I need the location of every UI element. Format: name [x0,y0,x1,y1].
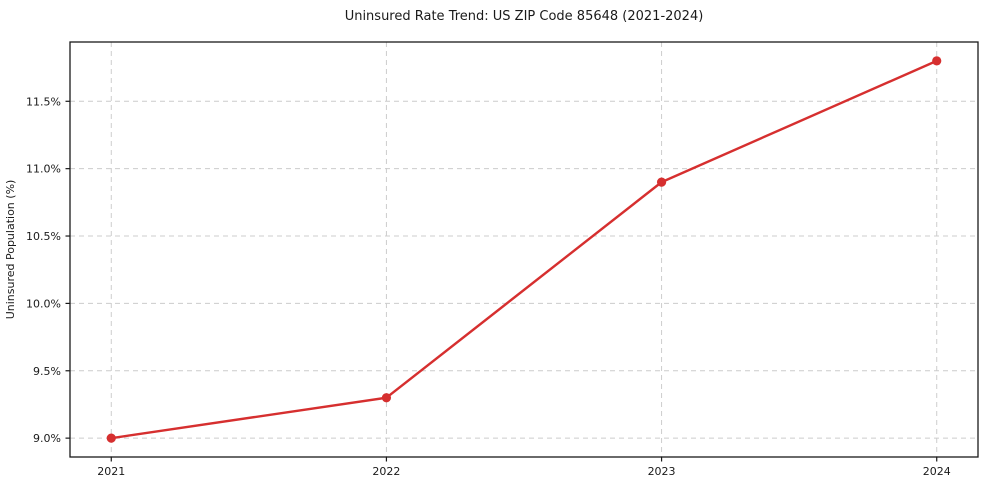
y-tick-label: 10.0% [26,297,61,310]
y-tick-label: 10.5% [26,230,61,243]
series-layer [106,56,942,443]
x-tick-label: 2023 [648,465,676,478]
tick-layer: 9.0% 9.5% 10.0% 10.5% 11.0% 11.5% 2021 2022 2023… [26,95,951,478]
plot-border [69,41,979,458]
chart-title: Uninsured Rate Trend: US ZIP Code 85648 … [345,9,704,24]
data-point [106,433,116,443]
y-tick-label: 9.5% [33,365,61,378]
y-tick-label: 9.0% [33,432,61,445]
x-tick-label: 2022 [372,465,400,478]
grid-layer [70,42,978,457]
y-tick-label: 11.5% [26,95,61,108]
x-tick-label: 2021 [97,465,125,478]
data-line [110,59,938,440]
y-tick-label: 11.0% [26,163,61,176]
data-point [381,393,392,403]
data-point [656,177,667,187]
data-point [932,56,942,66]
x-tick-label: 2024 [923,465,951,478]
y-axis-label: Uninsured Population (%) [4,180,17,320]
